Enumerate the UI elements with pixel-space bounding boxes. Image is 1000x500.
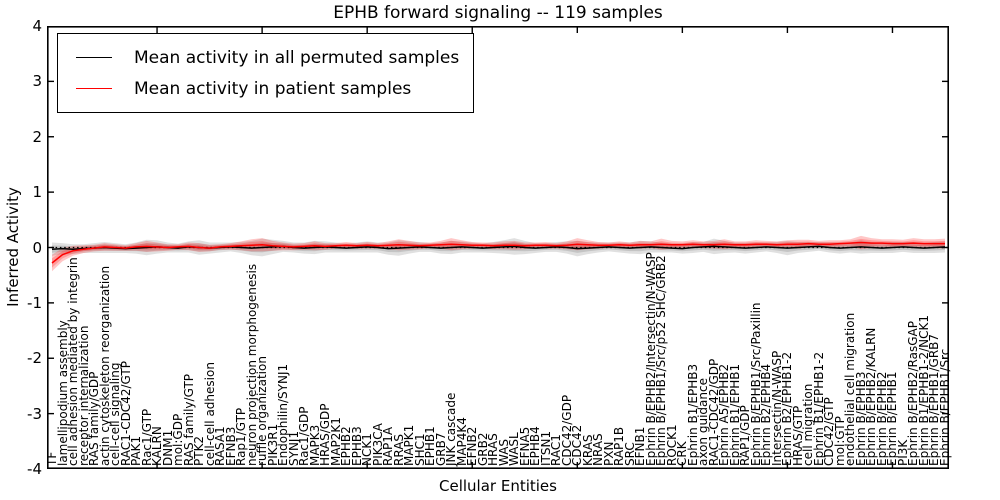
x-tick-label: Ephrin B/EPHB1/Src xyxy=(938,348,952,466)
chart-canvas xyxy=(47,26,949,469)
y-tick-label: -4 xyxy=(27,460,42,478)
y-tick-label: -1 xyxy=(27,293,42,312)
legend: Mean activity in all permuted samples Me… xyxy=(57,33,475,113)
chart-title: EPHB forward signaling -- 119 samples xyxy=(333,3,663,23)
legend-label-permuted: Mean activity in all permuted samples xyxy=(134,47,460,68)
y-tick-label: -3 xyxy=(27,404,42,423)
y-tick-label: 3 xyxy=(32,72,42,91)
axes-frame xyxy=(47,26,949,469)
series-line-1 xyxy=(51,241,945,264)
legend-item-permuted: Mean activity in all permuted samples xyxy=(58,42,459,73)
y-tick-label: -2 xyxy=(27,349,42,368)
x-axis-label: Cellular Entities xyxy=(439,477,557,495)
y-tick-label: 4 xyxy=(32,17,42,35)
y-tick-label: 0 xyxy=(32,238,42,257)
y-tick-label: 1 xyxy=(32,183,42,202)
legend-item-patient: Mean activity in patient samples xyxy=(58,73,459,104)
legend-label-patient: Mean activity in patient samples xyxy=(134,78,412,99)
plot-area: Mean activity in all permuted samples Me… xyxy=(45,26,952,469)
legend-line-black xyxy=(76,57,112,58)
y-tick-label: 2 xyxy=(32,127,42,146)
legend-line-red xyxy=(76,88,112,89)
